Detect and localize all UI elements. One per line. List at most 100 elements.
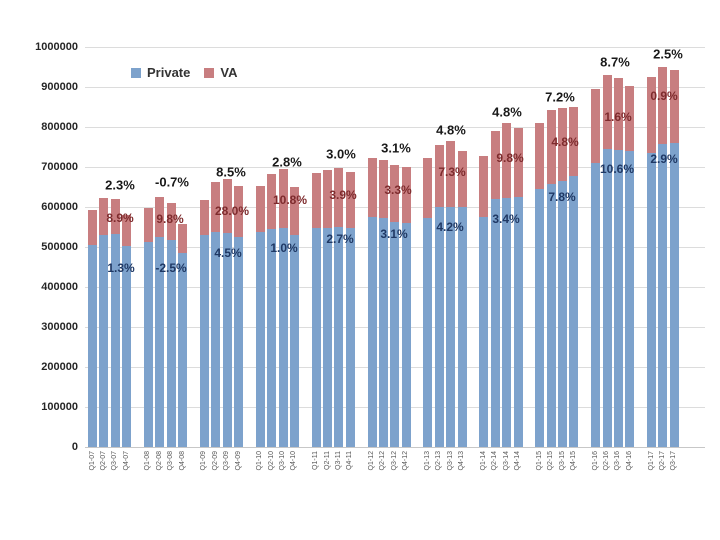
- bar-private-Q3-16: [613, 150, 623, 447]
- x-axis-tick-label: Q1-08: [144, 451, 152, 471]
- x-axis-tick-label: Q1-11: [312, 451, 320, 470]
- bar-private-Q1-16: [591, 163, 601, 447]
- bar-private-Q3-12: [390, 221, 400, 447]
- bar-private-Q3-07: [110, 233, 120, 447]
- annotation-va-2014: 9.8%: [496, 151, 524, 165]
- bar-va-Q3-11: [334, 167, 344, 228]
- annotation-va-2008: 9.8%: [156, 212, 184, 226]
- bar-private-Q2-17: [658, 144, 668, 447]
- bar-va-Q2-13: [434, 145, 444, 208]
- annotation-private-2007: 1.3%: [107, 261, 135, 275]
- x-axis-tick-label: Q1-12: [368, 451, 375, 471]
- bar-private-Q4-14: [513, 196, 523, 447]
- x-axis-tick-label: Q3-09: [223, 451, 231, 471]
- annotation-private-2013: 4.2%: [436, 220, 464, 234]
- x-axis-tick-label: Q2-16: [603, 451, 610, 471]
- bar-va-Q4-09: [234, 185, 243, 237]
- bar-private-Q3-17: [669, 143, 679, 447]
- y-axis-tick-label: 500000: [41, 240, 78, 253]
- bar-va-Q1-15: [535, 123, 545, 190]
- x-axis-tick-label: Q3-13: [446, 451, 454, 471]
- bar-va-Q2-11: [323, 169, 332, 228]
- bar-private-Q4-07: [122, 246, 132, 447]
- bar-va-Q3-16: [613, 78, 623, 151]
- bar-private-Q1-13: [423, 218, 433, 447]
- bar-private-Q3-08: [166, 239, 176, 447]
- bar-va-Q2-16: [602, 75, 612, 150]
- bar-va-Q1-12: [367, 158, 377, 217]
- bar-private-Q3-09: [222, 233, 232, 447]
- legend-label-private: Private: [147, 65, 191, 80]
- chart-legend: Private VA: [131, 65, 237, 80]
- bar-va-Q3-15: [558, 108, 567, 181]
- bar-va-Q3-10: [278, 169, 288, 229]
- bar-va-Q3-13: [446, 140, 456, 207]
- x-axis-tick-label: Q3-14: [502, 451, 510, 471]
- annotation-total-2010: 2.8%: [272, 154, 302, 170]
- bar-va-Q1-09: [199, 199, 209, 235]
- bar-va-Q1-14: [479, 155, 489, 217]
- y-axis-tick-label: 800000: [41, 120, 78, 133]
- bar-va-Q3-17: [669, 70, 679, 144]
- x-axis-tick-label: Q4-08: [178, 451, 186, 471]
- gridline: [85, 47, 705, 48]
- bar-va-Q3-09: [222, 179, 232, 234]
- x-axis-tick-label: Q2-11: [323, 451, 331, 470]
- bar-private-Q1-07: [88, 245, 97, 447]
- bar-private-Q1-08: [143, 241, 153, 447]
- annotation-va-2011: 3.9%: [329, 188, 357, 202]
- x-axis-tick-label: Q3-07: [111, 451, 119, 471]
- annotation-private-2015: 7.8%: [548, 190, 576, 204]
- bar-private-Q3-10: [278, 228, 288, 447]
- annotation-va-2016: 1.6%: [604, 110, 632, 124]
- annotation-total-2008: -0.7%: [155, 174, 189, 190]
- annotation-total-2014: 4.8%: [492, 104, 522, 120]
- annotation-total-2017: 2.5%: [653, 46, 683, 62]
- bar-private-Q1-15: [535, 189, 545, 447]
- annotation-private-2011: 2.7%: [326, 232, 354, 246]
- annotation-private-2014: 3.4%: [492, 212, 520, 226]
- bar-private-Q4-08: [178, 253, 188, 447]
- annotation-va-2012: 3.3%: [384, 183, 412, 197]
- x-axis-tick-label: Q1-16: [591, 451, 599, 471]
- x-axis-tick-label: Q3-17: [670, 451, 678, 471]
- annotation-total-2016: 8.7%: [600, 54, 630, 70]
- x-axis-tick-label: Q4-14: [514, 451, 521, 471]
- x-axis-tick-label: Q1-07: [88, 451, 96, 471]
- x-axis-tick-label: Q2-07: [99, 451, 107, 471]
- x-axis-tick-label: Q4-16: [625, 451, 633, 471]
- bar-private-Q2-08: [155, 237, 165, 447]
- y-axis-tick-label: 400000: [41, 280, 78, 293]
- x-axis-tick-label: Q2-13: [435, 451, 443, 471]
- x-axis-tick-label: Q2-10: [267, 451, 275, 471]
- bar-va-Q2-08: [155, 196, 165, 238]
- annotation-total-2013: 4.8%: [436, 122, 466, 138]
- bar-va-Q2-09: [211, 181, 221, 232]
- annotation-private-2017: 2.9%: [650, 152, 678, 166]
- x-axis-tick-label: Q1-10: [256, 451, 264, 471]
- x-axis-tick-label: Q1-13: [423, 451, 431, 471]
- bar-va-Q2-12: [378, 159, 388, 219]
- bar-va-Q2-10: [267, 173, 277, 230]
- annotation-private-2016: 10.6%: [599, 162, 635, 176]
- annotation-total-2015: 7.2%: [545, 89, 575, 105]
- bar-va-Q4-10: [289, 187, 299, 235]
- annotation-va-2007: 8.9%: [106, 211, 134, 225]
- annotation-total-2012: 3.1%: [381, 140, 411, 156]
- x-axis-tick-label: Q2-12: [379, 451, 387, 471]
- annotation-total-2007: 2.3%: [105, 177, 135, 193]
- gridline: [85, 127, 705, 128]
- y-axis-tick-label: 100000: [41, 400, 78, 413]
- x-axis-tick-label: Q4-10: [290, 451, 298, 471]
- legend-swatch-va-icon: [204, 67, 215, 78]
- legend-swatch-private-icon: [131, 67, 141, 78]
- bar-va-Q2-07: [99, 198, 109, 235]
- x-axis-tick-label: Q4-07: [122, 451, 130, 471]
- bar-private-Q2-07: [99, 235, 109, 447]
- bar-va-Q4-15: [569, 106, 579, 176]
- annotation-private-2008: -2.5%: [155, 261, 187, 275]
- y-axis-tick-label: 600000: [41, 200, 78, 213]
- bar-va-Q4-11: [345, 172, 355, 229]
- y-axis-tick-label: 700000: [41, 160, 78, 173]
- bar-private-Q3-14: [502, 198, 512, 447]
